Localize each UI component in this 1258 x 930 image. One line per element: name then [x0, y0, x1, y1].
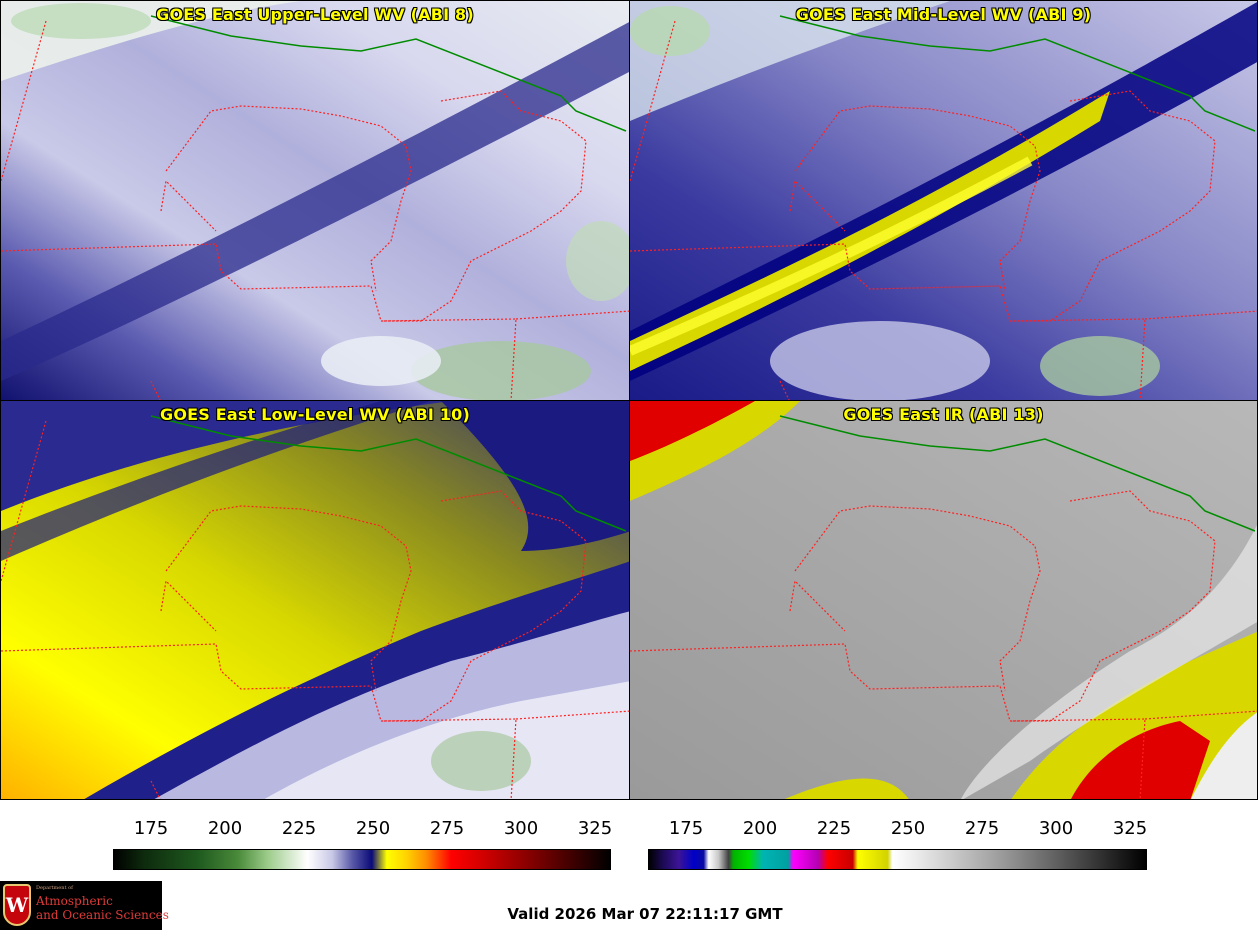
wv-tick-label: 200	[207, 818, 243, 839]
ir-image	[630, 401, 1257, 799]
logo-line-1: Atmospheric	[36, 894, 113, 908]
ir-tick-label: 325	[1112, 818, 1148, 839]
wv-tick-label: 175	[133, 818, 169, 839]
low-level-wv-image	[1, 401, 629, 799]
wv-tick-label: 300	[503, 818, 539, 839]
ir-tick-label: 275	[964, 818, 1000, 839]
upper-level-wv-image	[1, 1, 629, 400]
ir-tick-label: 225	[816, 818, 852, 839]
ir-tick-label: 200	[742, 818, 778, 839]
panel-title-upper-wv: GOES East Upper-Level WV (ABI 8)	[156, 5, 474, 24]
wv-colorbar-ticks: 175 200 225 250 275 300 325	[0, 816, 630, 840]
wv-tick-label: 275	[429, 818, 465, 839]
wv-tick-label: 325	[577, 818, 613, 839]
panel-mid-level-wv: GOES East Mid-Level WV (ABI 9)	[629, 0, 1258, 401]
ir-colorbar-ticks: 175 200 225 250 275 300 325	[0, 816, 1258, 840]
panel-title-ir: GOES East IR (ABI 13)	[843, 405, 1044, 424]
satellite-panel-grid: GOES East Upper-Level WV (ABI 8)	[0, 0, 1258, 800]
valid-time-label: Valid 2026 Mar 07 22:11:17 GMT	[507, 905, 783, 923]
wv-colorbar-block: 175 200 225 250 275 300 325	[0, 816, 630, 874]
panel-title-mid-wv: GOES East Mid-Level WV (ABI 9)	[795, 5, 1092, 24]
wv-tick-label: 225	[281, 818, 317, 839]
panel-low-level-wv: GOES East Low-Level WV (ABI 10)	[0, 400, 630, 800]
ir-tick-label: 175	[668, 818, 704, 839]
ir-colorbar	[648, 849, 1147, 870]
wv-tick-label: 250	[355, 818, 391, 839]
ir-tick-label: 250	[890, 818, 926, 839]
uw-crest-icon: W	[3, 884, 31, 926]
wv-colorbar	[113, 849, 611, 870]
aos-logo: W Department of Atmospheric and Oceanic …	[0, 881, 169, 930]
ir-colorbar-block: 175 200 225 250 275 300 325	[0, 816, 1258, 874]
logo-department-text: Department of	[36, 885, 73, 891]
panel-ir: GOES East IR (ABI 13)	[629, 400, 1258, 800]
mid-level-wv-image	[630, 1, 1257, 400]
logo-line-2: and Oceanic Sciences	[36, 908, 169, 922]
panel-title-low-wv: GOES East Low-Level WV (ABI 10)	[159, 405, 470, 424]
panel-upper-level-wv: GOES East Upper-Level WV (ABI 8)	[0, 0, 630, 401]
ir-tick-label: 300	[1038, 818, 1074, 839]
